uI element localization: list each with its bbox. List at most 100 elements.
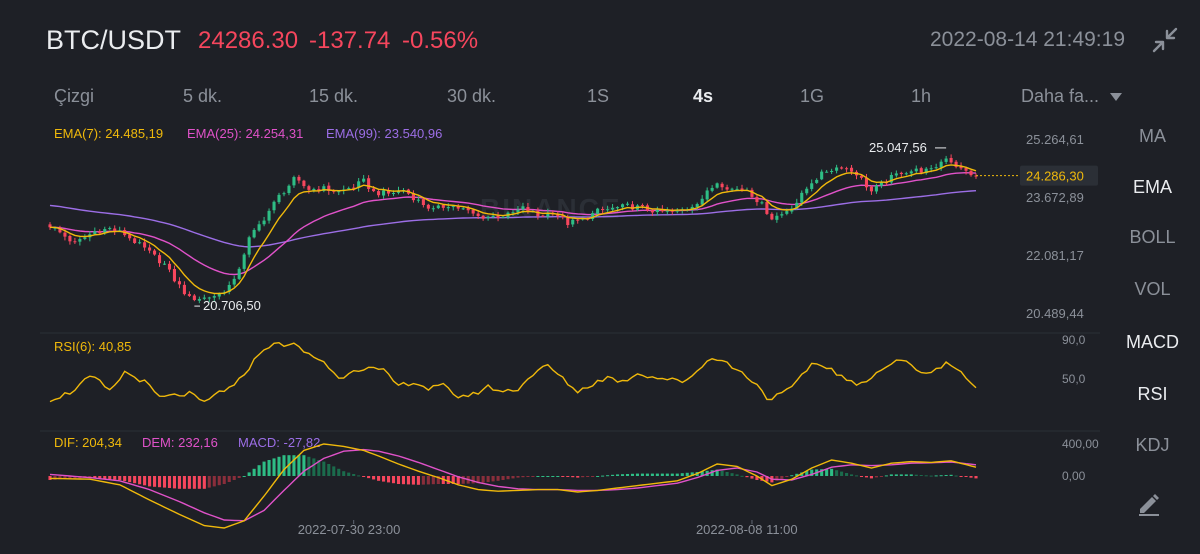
candle — [561, 212, 565, 220]
candle-body — [416, 199, 420, 201]
candle — [630, 201, 635, 211]
indicator-rsi[interactable]: RSI — [1137, 384, 1168, 404]
macd-bar — [496, 476, 500, 481]
main-y-axis: 25.264,61 23.672,89 22.081,17 20.489,44 — [1026, 132, 1084, 321]
macd-bar — [486, 476, 490, 482]
interval-1d[interactable]: 1G — [800, 86, 825, 106]
macd-bar — [929, 475, 933, 477]
candle — [536, 207, 540, 220]
candle — [541, 214, 545, 218]
legend-ema99: EMA(99): 23.540,96 — [326, 126, 442, 141]
indicator-ema[interactable]: EMA — [1132, 177, 1172, 197]
macd-bar — [655, 473, 659, 476]
macd-bar — [625, 474, 630, 476]
candle-body — [391, 192, 396, 194]
macd-bar — [237, 476, 241, 478]
candle-body — [257, 224, 261, 231]
macd-bar — [630, 473, 635, 476]
macd-bar — [720, 470, 724, 476]
rsi-path — [49, 341, 977, 403]
candle-body — [377, 191, 381, 196]
candle — [93, 227, 97, 235]
candle — [167, 260, 172, 273]
candle-body — [63, 232, 67, 237]
candle — [491, 212, 495, 219]
macd-bar — [944, 475, 948, 476]
candle — [357, 178, 361, 192]
macd-bar — [780, 476, 784, 479]
macd-bar — [616, 474, 620, 476]
indicator-kdj[interactable]: KDJ — [1135, 435, 1170, 455]
candle — [735, 186, 739, 191]
macd-bar — [506, 476, 510, 480]
indicator-boll[interactable]: BOLL — [1129, 227, 1176, 247]
macd-bar — [765, 476, 769, 482]
candle — [611, 203, 615, 211]
candle — [780, 211, 784, 218]
y-tick-label: 400,00 — [1062, 437, 1099, 451]
candle — [840, 166, 844, 170]
candle — [830, 168, 834, 175]
candle-body — [785, 211, 789, 214]
candle-body — [83, 237, 87, 239]
interval-1h[interactable]: 1S — [587, 86, 610, 106]
candle — [934, 163, 938, 170]
pair-title[interactable]: BTC/USDT — [46, 25, 181, 55]
candle — [272, 200, 276, 214]
candle-body — [58, 227, 62, 233]
chevron-down-icon[interactable] — [1110, 93, 1122, 101]
candle-body — [322, 186, 326, 192]
macd-bar — [63, 476, 67, 480]
candle-body — [212, 296, 216, 298]
interval-more[interactable]: Daha fa... — [1021, 86, 1100, 106]
candle — [317, 186, 321, 194]
candle-body — [780, 214, 784, 216]
macd-bar — [725, 472, 729, 476]
interval-1w[interactable]: 1h — [911, 86, 932, 106]
candle-body — [456, 206, 460, 209]
macd-bar — [252, 468, 256, 476]
interval-4h[interactable]: 4s — [693, 86, 714, 106]
candle — [655, 206, 659, 216]
macd-bar — [113, 476, 117, 480]
candle-body — [78, 239, 82, 242]
interval-30m[interactable]: 30 dk. — [447, 86, 497, 106]
current-price-label: 24.286,30 — [1026, 169, 1084, 184]
macd-bar — [556, 476, 560, 477]
candle-body — [372, 188, 376, 192]
candles — [48, 154, 978, 304]
candle — [949, 154, 953, 164]
interval-5m[interactable]: 5 dk. — [183, 86, 223, 106]
candle — [820, 169, 824, 181]
candle — [456, 204, 460, 211]
collapse-arrows-icon[interactable] — [1152, 27, 1178, 53]
indicator-macd[interactable]: MACD — [1126, 332, 1179, 352]
macd-bar — [675, 473, 679, 476]
macd-bar — [591, 476, 595, 477]
indicator-sidebar: MA EMA BOLL VOL MACD RSI KDJ — [1105, 118, 1200, 554]
macd-bar — [431, 476, 435, 485]
macd-bar — [282, 455, 286, 476]
candle-body — [157, 255, 162, 264]
candle — [825, 169, 829, 173]
indicator-ma[interactable]: MA — [1139, 126, 1166, 146]
macd-bar — [332, 466, 336, 476]
candle-body — [421, 199, 425, 206]
indicator-vol[interactable]: VOL — [1134, 279, 1171, 299]
price-chart[interactable]: BINANCE EMA(7): 24.485,19 EMA(25): 24.25… — [0, 118, 1105, 554]
macd-bar — [521, 476, 525, 478]
interval-line[interactable]: Çizgi — [54, 86, 95, 106]
candle-body — [611, 207, 615, 210]
candle-body — [272, 201, 276, 211]
macd-bar — [436, 476, 440, 484]
macd-bar — [869, 476, 873, 479]
macd-bar — [571, 476, 575, 478]
candle-body — [217, 293, 221, 297]
candle-body — [715, 183, 719, 188]
pencil-icon[interactable] — [1136, 490, 1162, 516]
interval-15m[interactable]: 15 dk. — [309, 86, 359, 106]
candle-body — [486, 216, 490, 219]
macd-bar — [730, 473, 734, 476]
candle — [700, 195, 704, 207]
candle-body — [312, 188, 316, 191]
